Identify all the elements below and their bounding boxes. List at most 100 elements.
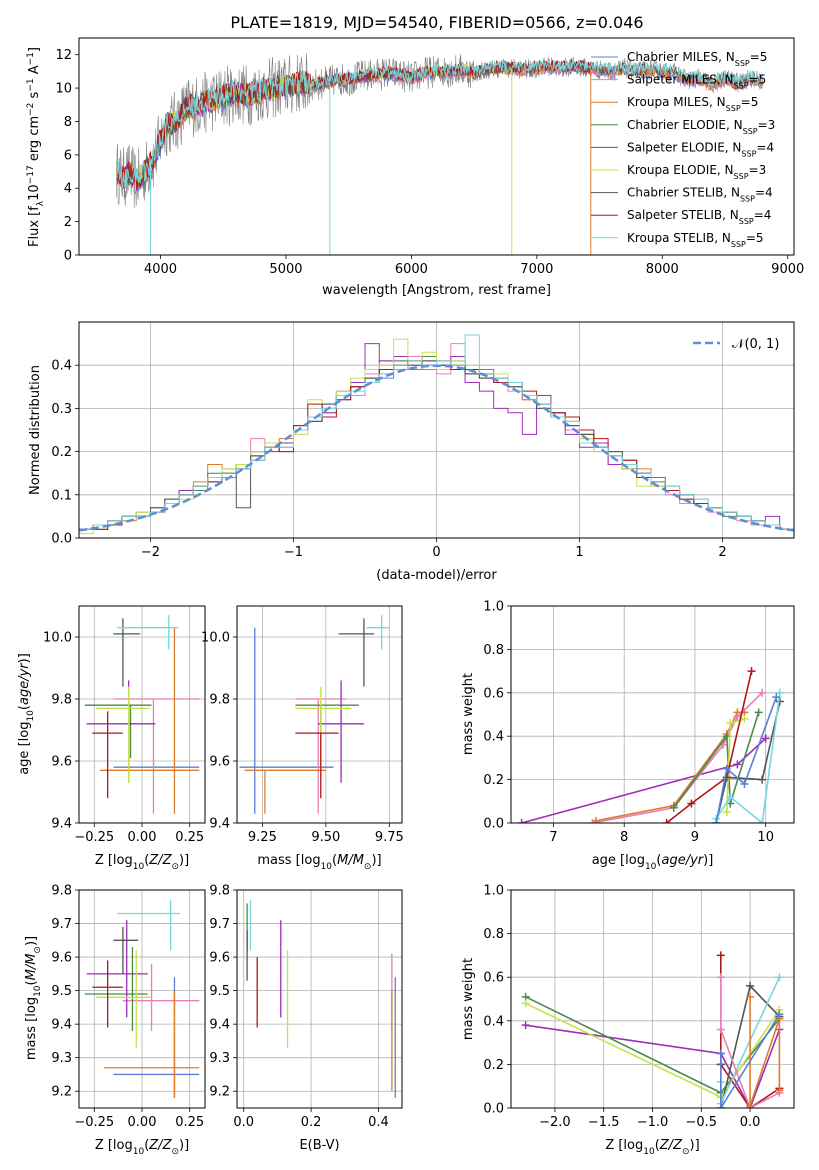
x-tick-label: 9 [691, 830, 699, 845]
y-tick-label: 0.0 [51, 532, 72, 547]
x-tick-label: 0.0 [233, 1115, 254, 1130]
y-tick-label: 0.6 [483, 686, 504, 701]
errorbar-chabrier_miles [239, 627, 334, 814]
plot-area [116, 53, 763, 255]
model-line-salpeter_stelib [116, 58, 592, 190]
x-tick-label: 0.00 [128, 1115, 157, 1130]
y-tick-label: 9.6 [209, 755, 230, 770]
axes-frame [78, 889, 206, 1109]
x-tick-label: 4000 [144, 262, 177, 277]
series-line [715, 696, 778, 823]
x-axis-label: wavelength [Angstrom, rest frame] [322, 283, 551, 298]
series-salpeter_elodie [517, 734, 770, 823]
errorbar-kroupa_miles [244, 769, 326, 814]
errorbar-kroupa_elodie [295, 686, 352, 783]
point-marker [733, 760, 742, 769]
y-tick-label: 9.8 [209, 693, 230, 708]
errorbar-salpeter_elodie [86, 920, 148, 1018]
point-marker [775, 973, 784, 982]
errorbar-salpeter_stelib [92, 711, 123, 799]
y-tick-label: 9.4 [209, 1018, 230, 1033]
x-axis-label: age [log10(age/yr)] [592, 853, 714, 872]
point-marker [669, 803, 678, 812]
axes-frame [510, 889, 795, 1109]
series-line [715, 692, 781, 823]
y-tick-label: 10.0 [43, 631, 72, 646]
panel-spectrum: 4000 5000 6000 7000 8000 9000 0 2 4 6 8 10 12 wavelen… [26, 37, 804, 298]
errorbar-salpeter_elodie [318, 680, 364, 783]
point-marker [687, 799, 696, 808]
point-marker [754, 708, 763, 717]
errorbar-salpeter_miles [113, 698, 200, 814]
plot-area [246, 900, 396, 1098]
x-tick-label: 0 [432, 545, 440, 560]
y-tick-label: 9.4 [51, 1018, 72, 1033]
x-tick-label: 9.75 [375, 830, 404, 845]
point-marker [746, 992, 755, 1001]
x-tick-label: 7 [549, 830, 557, 845]
errorbar-chabrier_elodie [295, 704, 359, 758]
errorbar-kroupa_miles [103, 990, 200, 1098]
y-tick-label: 1.0 [483, 884, 504, 899]
series-line [525, 1024, 781, 1108]
series-chabrier_miles [712, 693, 781, 823]
point-marker [746, 981, 755, 990]
y-tick-label: 0.2 [483, 1058, 504, 1073]
x-tick-label: 8 [620, 830, 628, 845]
x-tick-label: −0.5 [686, 1115, 718, 1130]
series-line [666, 670, 753, 823]
y-tick-label: 0.3 [51, 402, 72, 417]
point-marker [740, 714, 749, 723]
chart-panels: 4000 5000 6000 7000 8000 9000024681012wavelen… [17, 37, 804, 1157]
axes-frame [78, 321, 795, 539]
y-axis-label: Flux [fλ10−17 erg cm−2 s−1 A−1] [26, 47, 46, 247]
y-axis-label: age [log10(age/yr)] [17, 653, 36, 775]
y-tick-label: 9.7 [51, 917, 72, 932]
legend-label: Chabrier MILES, NSSP=5 [627, 50, 767, 68]
panel-residuals: −2 −1 0 1 2 0.0 0.1 0.2 0.3 0.4 (data-model)/error… [28, 321, 795, 583]
point-marker [747, 667, 756, 676]
y-tick-label: 8 [64, 115, 72, 130]
point-marker [726, 792, 735, 801]
y-tick-label: 10 [55, 82, 72, 97]
series-line [715, 701, 781, 823]
x-tick-label: 0.25 [175, 1115, 204, 1130]
series-kroupa_miles [746, 992, 784, 1108]
y-tick-label: 0.0 [483, 817, 504, 832]
legend: 𝒩(0, 1) [693, 337, 779, 352]
x-axis-label: mass [log10(M/M⊙)] [257, 853, 381, 872]
y-tick-label: 9.4 [51, 817, 72, 832]
series-line [673, 712, 760, 809]
y-tick-label: 9.2 [51, 1085, 72, 1100]
point-marker [775, 697, 784, 706]
x-tick-label: −1.5 [588, 1115, 620, 1130]
point-marker [521, 999, 530, 1008]
plot-area [79, 334, 794, 538]
y-tick-label: 9.3 [209, 1051, 230, 1066]
figure-title: PLATE=1819, MJD=54540, FIBERID=0566, z=0… [230, 13, 643, 32]
axes-frame [78, 37, 795, 256]
y-tick-label: 9.4 [209, 817, 230, 832]
x-tick-label: 10 [757, 830, 774, 845]
y-tick-label: 2 [64, 215, 72, 230]
x-tick-label: 7000 [520, 262, 553, 277]
point-marker [722, 808, 731, 817]
axes-frame [236, 605, 403, 824]
point-marker [662, 819, 671, 823]
errorbar-chabrier_stelib [113, 618, 141, 687]
legend-label: Salpeter STELIB, NSSP=4 [627, 208, 771, 226]
y-tick-label: 0.0 [483, 1102, 504, 1117]
point-marker [775, 1010, 784, 1019]
x-axis-label: Z [log10(Z/Z⊙)] [605, 1138, 699, 1157]
point-marker [716, 1049, 725, 1058]
x-tick-label: −0.25 [74, 830, 114, 845]
x-tick-label: 0.25 [175, 830, 204, 845]
y-tick-label: 9.6 [51, 755, 72, 770]
point-marker [740, 779, 749, 788]
errorbar-chabrier_elodie [84, 947, 148, 1031]
x-tick-label: −2 [141, 545, 160, 560]
y-tick-label: 9.3 [51, 1051, 72, 1066]
point-marker [758, 688, 767, 697]
y-tick-label: 0.1 [51, 488, 72, 503]
